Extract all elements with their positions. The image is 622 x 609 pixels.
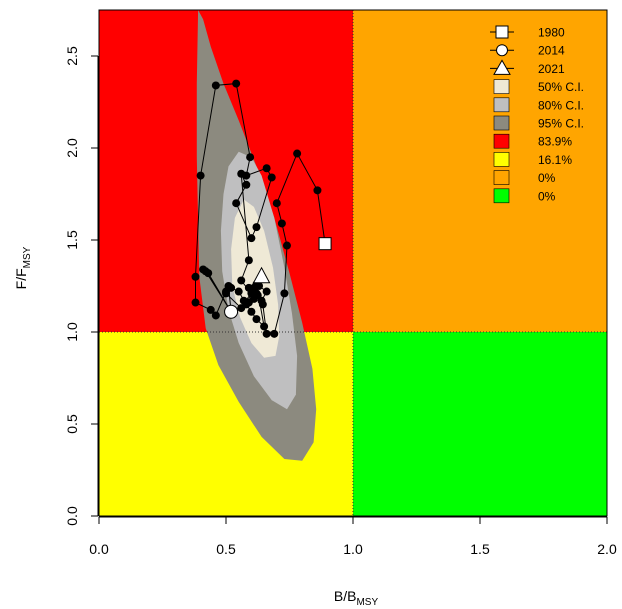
legend-swatch [493,170,510,185]
trajectory-point [234,287,243,296]
quadrant-backgrounds [99,10,607,516]
legend-label: 95% C.I. [538,117,584,131]
trajectory-point [272,199,281,208]
trajectory-point [282,241,291,250]
marker-2021 [252,266,271,284]
legend-item: 0% [493,170,556,185]
x-tick-label: 1.0 [343,541,363,557]
x-tick-label: 1.5 [470,541,490,557]
legend-label: 80% C.I. [538,98,584,112]
x-axis: 0.0 0.5 1.0 1.5 2.0 [89,516,617,557]
trajectory-point [262,329,271,338]
trajectory-point [237,276,246,285]
x-axis-title: B/BMSY [334,588,379,608]
trajectory [191,79,330,338]
trajectory-point [222,289,230,298]
trajectory-point [206,305,215,314]
trajectory-point [260,322,269,331]
legend-swatch [493,188,510,204]
legend-swatch [493,152,510,167]
trajectory-point [211,81,220,90]
x-tick-label: 0.5 [216,541,236,557]
legend-item: 0% [493,188,556,204]
legend-item: 95% C.I. [493,115,584,131]
legend-item: 2021 [490,59,565,76]
trajectory-point [267,173,276,182]
legend-label: 83.9% [538,135,572,149]
legend-item: 2014 [490,44,565,58]
plot-frame [98,9,608,517]
trajectory-point [255,282,264,290]
plot-border [98,9,608,517]
trajectory-point [244,298,253,307]
legend-label: 50% C.I. [538,80,584,94]
ci-region-50 [231,199,280,358]
trajectory-point [211,311,220,320]
legend-label: 16.1% [538,153,572,167]
legend-label: 0% [538,189,556,203]
trajectory-point [280,289,289,298]
legend-item: 80% C.I. [493,97,584,113]
trajectory-point [313,186,322,195]
trajectory-point [196,171,205,180]
legend-item: 83.9% [493,133,572,149]
legend-triangle-icon [493,59,511,75]
trajectory-point [252,315,261,324]
legend: 1980 2014 2021 50% C.I. 80% C.I. 95% C.I. 83.9… [490,25,584,204]
legend-label: 0% [538,171,556,185]
y-axis-title: F/FMSY [13,246,33,289]
trajectory-point [262,164,271,173]
legend-label: 2021 [538,62,565,76]
trajectory-point [246,153,255,162]
legend-square-icon [495,25,509,39]
trajectory-point [232,79,241,88]
trajectory-point [232,199,241,208]
trajectory-point [204,269,213,278]
trajectory-point [244,283,253,292]
trajectory-point [244,256,253,265]
trajectory-point [242,180,251,189]
trajectory-point [277,219,286,228]
y-tick-label: 2.5 [64,46,80,66]
legend-circle-icon [496,44,508,57]
y-axis: 0.0 0.5 1.0 1.5 2.0 2.5 [64,46,99,526]
y-tick-label: 1.0 [64,322,80,342]
legend-label: 1980 [538,26,565,40]
marker-1980 [318,237,332,251]
marked-points [224,237,332,319]
trajectory-point [191,272,200,281]
trajectory-point [249,291,258,300]
legend-item: 1980 [490,25,565,40]
marker-2014 [224,304,239,319]
trajectory-point [247,234,256,243]
legend-item: 16.1% [493,152,572,167]
x-tick-label: 2.0 [597,541,617,557]
trajectory-point [252,223,261,232]
trajectory-point [237,169,246,178]
legend-swatch [493,133,510,149]
x-tick-label: 0.0 [89,541,109,557]
y-tick-label: 0.0 [64,506,80,526]
y-tick-label: 2.0 [64,138,80,158]
trajectory-point [293,149,302,158]
legend-item: 50% C.I. [493,79,584,94]
trajectory-point [191,298,200,307]
legend-label: 2014 [538,44,565,58]
trajectory-point [270,329,279,338]
y-tick-label: 0.5 [64,414,80,434]
legend-swatch [493,97,510,113]
reference-lines [99,10,607,516]
trajectory-point [247,307,256,316]
trajectory-point [257,296,266,305]
legend-swatch [493,115,510,131]
y-tick-label: 1.5 [64,230,80,250]
trajectory-point [237,304,246,313]
legend-swatch [493,79,510,94]
trajectory-point [224,282,233,290]
quadrant-overfishing-not-overfished [353,10,607,332]
quadrant-sustainable [353,332,607,516]
trajectory-point [262,287,271,296]
